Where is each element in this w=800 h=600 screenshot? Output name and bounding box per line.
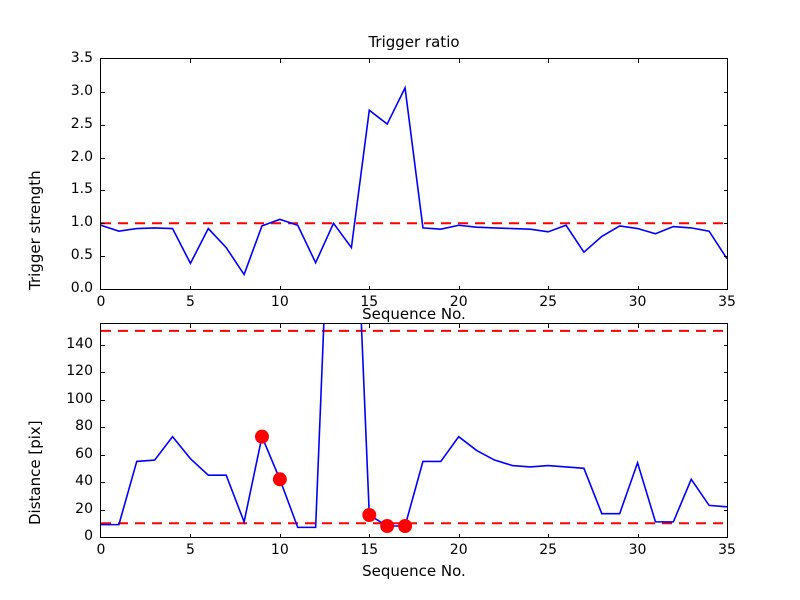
data-point-marker [272, 472, 287, 487]
y-tick-label: 100 [66, 390, 93, 407]
distance-y-axis-label: Distance [pix] [26, 420, 44, 525]
y-tick-mark [101, 344, 105, 346]
x-tick-mark [548, 59, 550, 63]
x-tick-mark [548, 286, 550, 290]
x-tick-label: 0 [96, 542, 106, 558]
x-tick-mark [279, 286, 281, 290]
x-tick-mark [458, 534, 460, 538]
x-tick-mark [369, 534, 371, 538]
x-tick-mark [369, 59, 371, 63]
x-tick-label: 20 [449, 542, 468, 558]
y-tick-mark [724, 454, 728, 456]
x-tick-label: 5 [185, 542, 195, 558]
x-tick-mark [369, 286, 371, 290]
x-tick-mark [548, 534, 550, 538]
y-tick-label: 80 [75, 418, 93, 435]
y-tick-mark [724, 427, 728, 429]
y-tick-mark [101, 372, 105, 374]
y-tick-mark [101, 482, 105, 484]
y-tick-mark [724, 399, 728, 401]
x-tick-label: 10 [270, 542, 289, 558]
x-tick-mark [190, 59, 192, 63]
y-tick-mark [101, 157, 105, 159]
y-tick-mark [101, 454, 105, 456]
x-tick-mark [458, 286, 460, 290]
x-tick-label: 10 [270, 294, 289, 310]
y-tick-mark [724, 190, 728, 192]
y-tick-label: 2.0 [70, 148, 93, 165]
y-tick-mark [101, 190, 105, 192]
data-point-marker [398, 519, 413, 534]
x-tick-label: 15 [360, 542, 379, 558]
distance-x-axis-label: Sequence No. [362, 562, 466, 580]
y-tick-mark [724, 124, 728, 126]
distance-axes [100, 323, 728, 538]
trigger-ratio-x-axis-label: Sequence No. [362, 305, 466, 323]
y-tick-mark [724, 482, 728, 484]
x-tick-mark [279, 534, 281, 538]
x-tick-mark [637, 59, 639, 63]
y-tick-label: 0.0 [70, 280, 93, 296]
y-tick-mark [724, 256, 728, 258]
x-tick-mark [190, 324, 192, 328]
y-tick-label: 2.5 [70, 115, 93, 132]
data-series-line [101, 324, 727, 529]
x-tick-label: 0 [96, 294, 106, 310]
data-point-marker [362, 508, 377, 523]
y-tick-mark [101, 427, 105, 429]
x-tick-mark [637, 534, 639, 538]
x-tick-label: 30 [628, 294, 647, 310]
x-tick-mark [548, 324, 550, 328]
y-tick-label: 3.5 [70, 50, 93, 66]
y-tick-mark [101, 223, 105, 225]
y-tick-mark [101, 91, 105, 93]
y-tick-label: 140 [66, 335, 93, 352]
y-tick-mark [101, 256, 105, 258]
trigger-ratio-y-axis-label: Trigger strength [26, 170, 44, 290]
y-tick-label: 1.5 [70, 181, 93, 198]
x-tick-mark [190, 534, 192, 538]
y-tick-mark [724, 223, 728, 225]
y-tick-label: 3.0 [70, 82, 93, 99]
x-tick-mark [279, 59, 281, 63]
y-tick-mark [101, 509, 105, 511]
x-tick-label: 25 [539, 542, 558, 558]
x-tick-mark [369, 324, 371, 328]
x-tick-mark [637, 286, 639, 290]
x-tick-label: 5 [185, 294, 195, 310]
x-tick-mark [637, 324, 639, 328]
data-point-marker [380, 519, 395, 534]
y-tick-label: 120 [66, 363, 93, 380]
y-tick-label: 1.0 [70, 214, 93, 231]
y-tick-label: 0.5 [70, 247, 93, 264]
y-tick-mark [724, 91, 728, 93]
x-tick-label: 15 [360, 294, 379, 310]
y-tick-mark [724, 509, 728, 511]
y-tick-label: 40 [75, 473, 93, 490]
y-tick-mark [101, 124, 105, 126]
x-tick-label: 30 [628, 542, 647, 558]
x-tick-label: 20 [449, 294, 468, 310]
x-tick-mark [458, 59, 460, 63]
x-tick-mark [190, 286, 192, 290]
x-tick-label: 25 [539, 294, 558, 310]
data-series-line [101, 85, 727, 277]
y-tick-mark [101, 399, 105, 401]
y-tick-label: 60 [75, 445, 93, 462]
y-tick-mark [724, 372, 728, 374]
data-point-marker [254, 429, 269, 444]
y-tick-label: 0 [84, 528, 93, 544]
trigger-ratio-axes [100, 58, 728, 290]
chart-title: Trigger ratio [368, 33, 460, 51]
x-tick-mark [458, 324, 460, 328]
distance-plot-area [101, 324, 727, 534]
trigger-ratio-plot-area [101, 85, 727, 277]
y-tick-mark [724, 157, 728, 159]
x-tick-mark [279, 324, 281, 328]
x-tick-label: 35 [718, 542, 736, 558]
x-tick-label: 35 [718, 294, 736, 310]
y-tick-mark [724, 344, 728, 346]
y-tick-label: 20 [75, 500, 93, 517]
